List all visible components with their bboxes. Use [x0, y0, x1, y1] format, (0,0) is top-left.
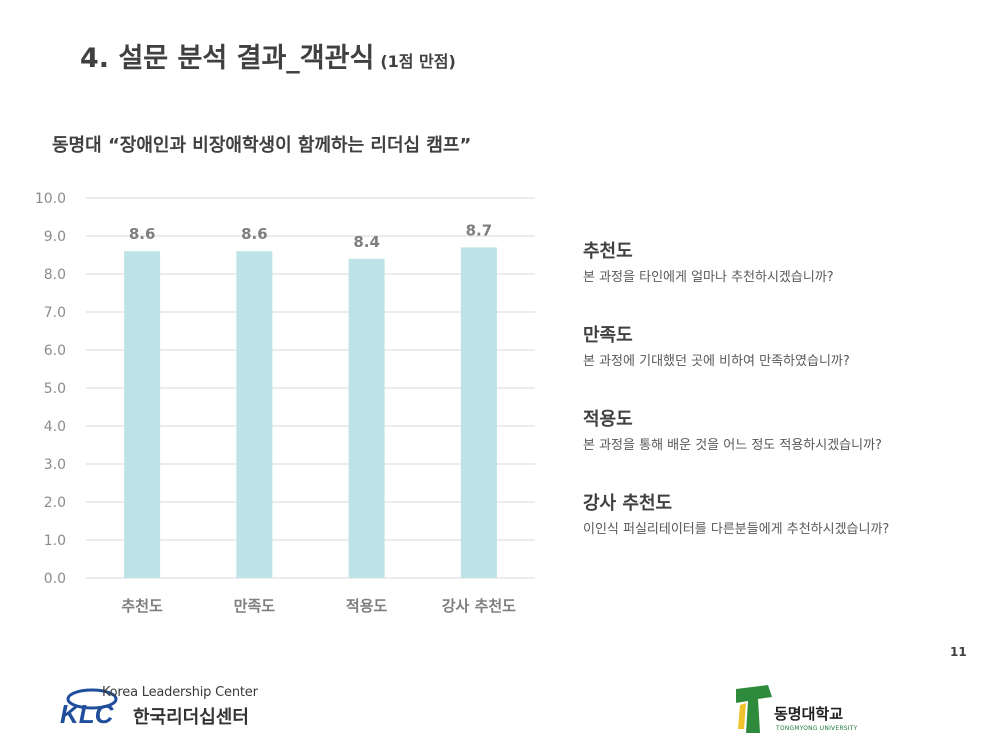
y-tick-label: 5.0 [44, 381, 66, 397]
klc-logo: KLC Korea Leadership Center 한국리더십센터 [58, 683, 258, 729]
klc-logo-icon: KLC [60, 688, 118, 729]
y-tick-label: 0.0 [44, 571, 66, 587]
legend: 추천도 본 과정을 타인에게 얼마나 추천하시겠습니까? 만족도 본 과정에 기… [583, 240, 988, 576]
legend-description: 본 과정에 기대했던 곳에 비하여 만족하였습니까? [583, 354, 850, 369]
y-tick-label: 7.0 [44, 305, 66, 321]
svg-text:KLC: KLC [60, 699, 115, 729]
x-category-label: 추천도 [121, 597, 163, 615]
legend-item-recommend: 추천도 본 과정을 타인에게 얼마나 추천하시겠습니까? [583, 240, 988, 324]
tongmyong-logo-icon [736, 685, 772, 733]
legend-term: 적용도 [583, 409, 633, 430]
bar [348, 258, 385, 578]
legend-description: 이인식 퍼실리테이터를 다른분들에게 추천하시겠습니까? [583, 522, 890, 537]
bar-chart: 0.0 1.0 2.0 3.0 4.0 5.0 6.0 7.0 8.0 9.0 10.0 8.6 추천도… [35, 191, 535, 615]
data-label: 8.7 [466, 221, 493, 239]
y-tick-label: 9.0 [44, 229, 66, 245]
y-tick-label: 6.0 [44, 343, 66, 359]
tongmyong-logo-korean: 동명대학교 [774, 705, 844, 723]
legend-term: 만족도 [583, 325, 633, 346]
legend-item-instructor-recommend: 강사 추천도 이인식 퍼실리테이터를 다른분들에게 추천하시겠습니까? [583, 492, 988, 576]
legend-term: 추천도 [583, 241, 633, 262]
legend-term: 강사 추천도 [583, 493, 673, 514]
klc-logo-english: Korea Leadership Center [102, 685, 258, 700]
y-tick-label: 10.0 [35, 191, 66, 207]
page-number: 11 [950, 645, 967, 659]
x-category-label: 적용도 [346, 597, 388, 615]
data-label: 8.6 [129, 225, 156, 243]
legend-item-satisfaction: 만족도 본 과정에 기대했던 곳에 비하여 만족하였습니까? [583, 324, 988, 408]
y-tick-label: 4.0 [44, 419, 66, 435]
y-tick-label: 3.0 [44, 457, 66, 473]
tongmyong-logo-english: TONGMYONG UNIVERSITY [776, 725, 858, 732]
page-title: 4. 설문 분석 결과_객관식 (1점 만점) [80, 36, 456, 75]
chart-title: 동명대 “장애인과 비장애학생이 함께하는 리더십 캠프” [52, 135, 472, 156]
data-label: 8.6 [241, 225, 268, 243]
y-tick-label: 2.0 [44, 495, 66, 511]
data-label: 8.4 [353, 233, 380, 251]
x-category-label: 만족도 [234, 597, 276, 615]
legend-description: 본 과정을 타인에게 얼마나 추천하시겠습니까? [583, 270, 834, 285]
tongmyong-logo: 동명대학교 TONGMYONG UNIVERSITY [732, 683, 867, 739]
page-title-subtitle: (1점 만점) [380, 52, 456, 71]
legend-item-applicability: 적용도 본 과정을 통해 배운 것을 어느 정도 적용하시겠습니까? [583, 408, 988, 492]
klc-logo-korean: 한국리더십센터 [133, 707, 249, 728]
bar [460, 247, 497, 578]
bar [236, 251, 273, 578]
x-category-label: 강사 추천도 [442, 597, 516, 615]
page-title-text: 4. 설문 분석 결과_객관식 [80, 43, 375, 74]
legend-description: 본 과정을 통해 배운 것을 어느 정도 적용하시겠습니까? [583, 438, 882, 453]
y-tick-label: 8.0 [44, 267, 66, 283]
y-tick-label: 1.0 [44, 533, 66, 549]
bar [124, 251, 161, 578]
